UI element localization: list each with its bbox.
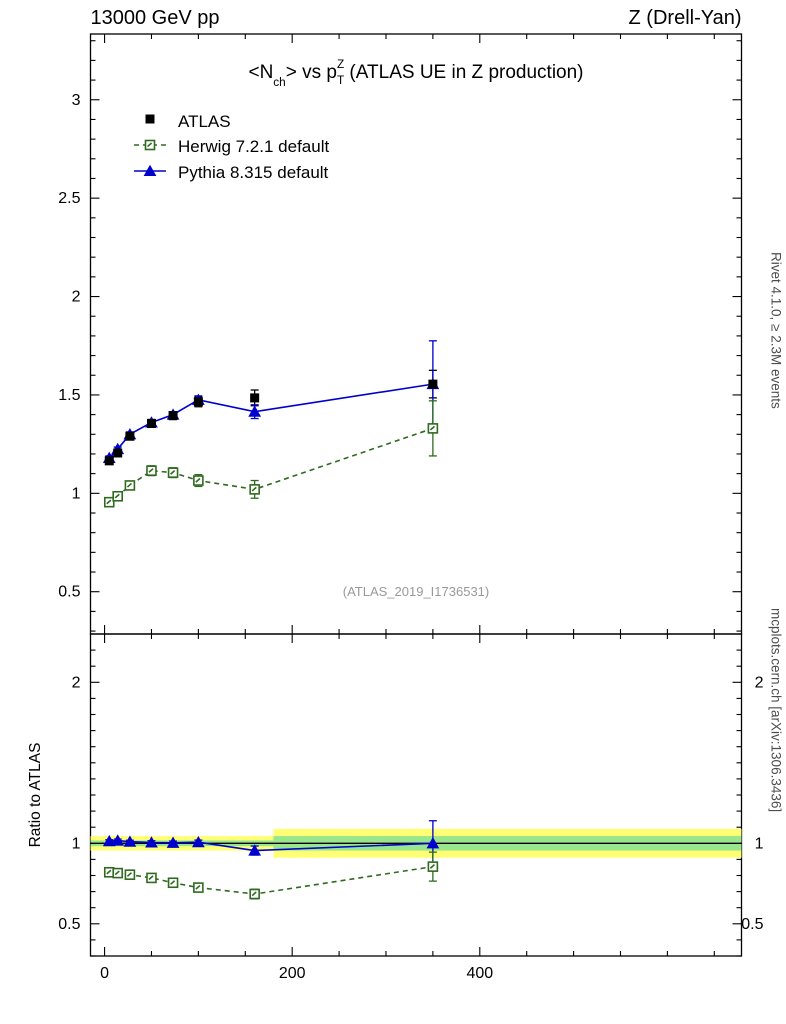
svg-text:1: 1 [72, 835, 81, 852]
svg-text:2: 2 [755, 674, 764, 691]
svg-text:1: 1 [72, 485, 81, 502]
svg-text:0: 0 [100, 965, 109, 982]
svg-text:13000 GeV pp: 13000 GeV pp [91, 7, 220, 29]
svg-text:200: 200 [279, 965, 306, 982]
svg-text:mcplots.cern.ch [arXiv:1306.34: mcplots.cern.ch [arXiv:1306.3436] [769, 608, 784, 812]
svg-text:1.5: 1.5 [58, 387, 80, 404]
svg-text:0.5: 0.5 [58, 584, 80, 601]
svg-text:(ATLAS_2019_I1736531): (ATLAS_2019_I1736531) [343, 584, 489, 599]
svg-text:3: 3 [72, 92, 81, 109]
svg-text:Rivet 4.1.0, ≥ 2.3M events: Rivet 4.1.0, ≥ 2.3M events [769, 252, 784, 409]
svg-text:Z (Drell-Yan): Z (Drell-Yan) [629, 7, 742, 29]
svg-text:Ratio to ATLAS: Ratio to ATLAS [27, 743, 44, 848]
svg-text:2: 2 [72, 289, 81, 306]
svg-text:1: 1 [755, 835, 764, 852]
svg-text:0.5: 0.5 [741, 916, 763, 933]
svg-text:2: 2 [72, 674, 81, 691]
svg-text:2.5: 2.5 [58, 190, 80, 207]
svg-text:400: 400 [466, 965, 493, 982]
svg-text:0.5: 0.5 [58, 916, 80, 933]
